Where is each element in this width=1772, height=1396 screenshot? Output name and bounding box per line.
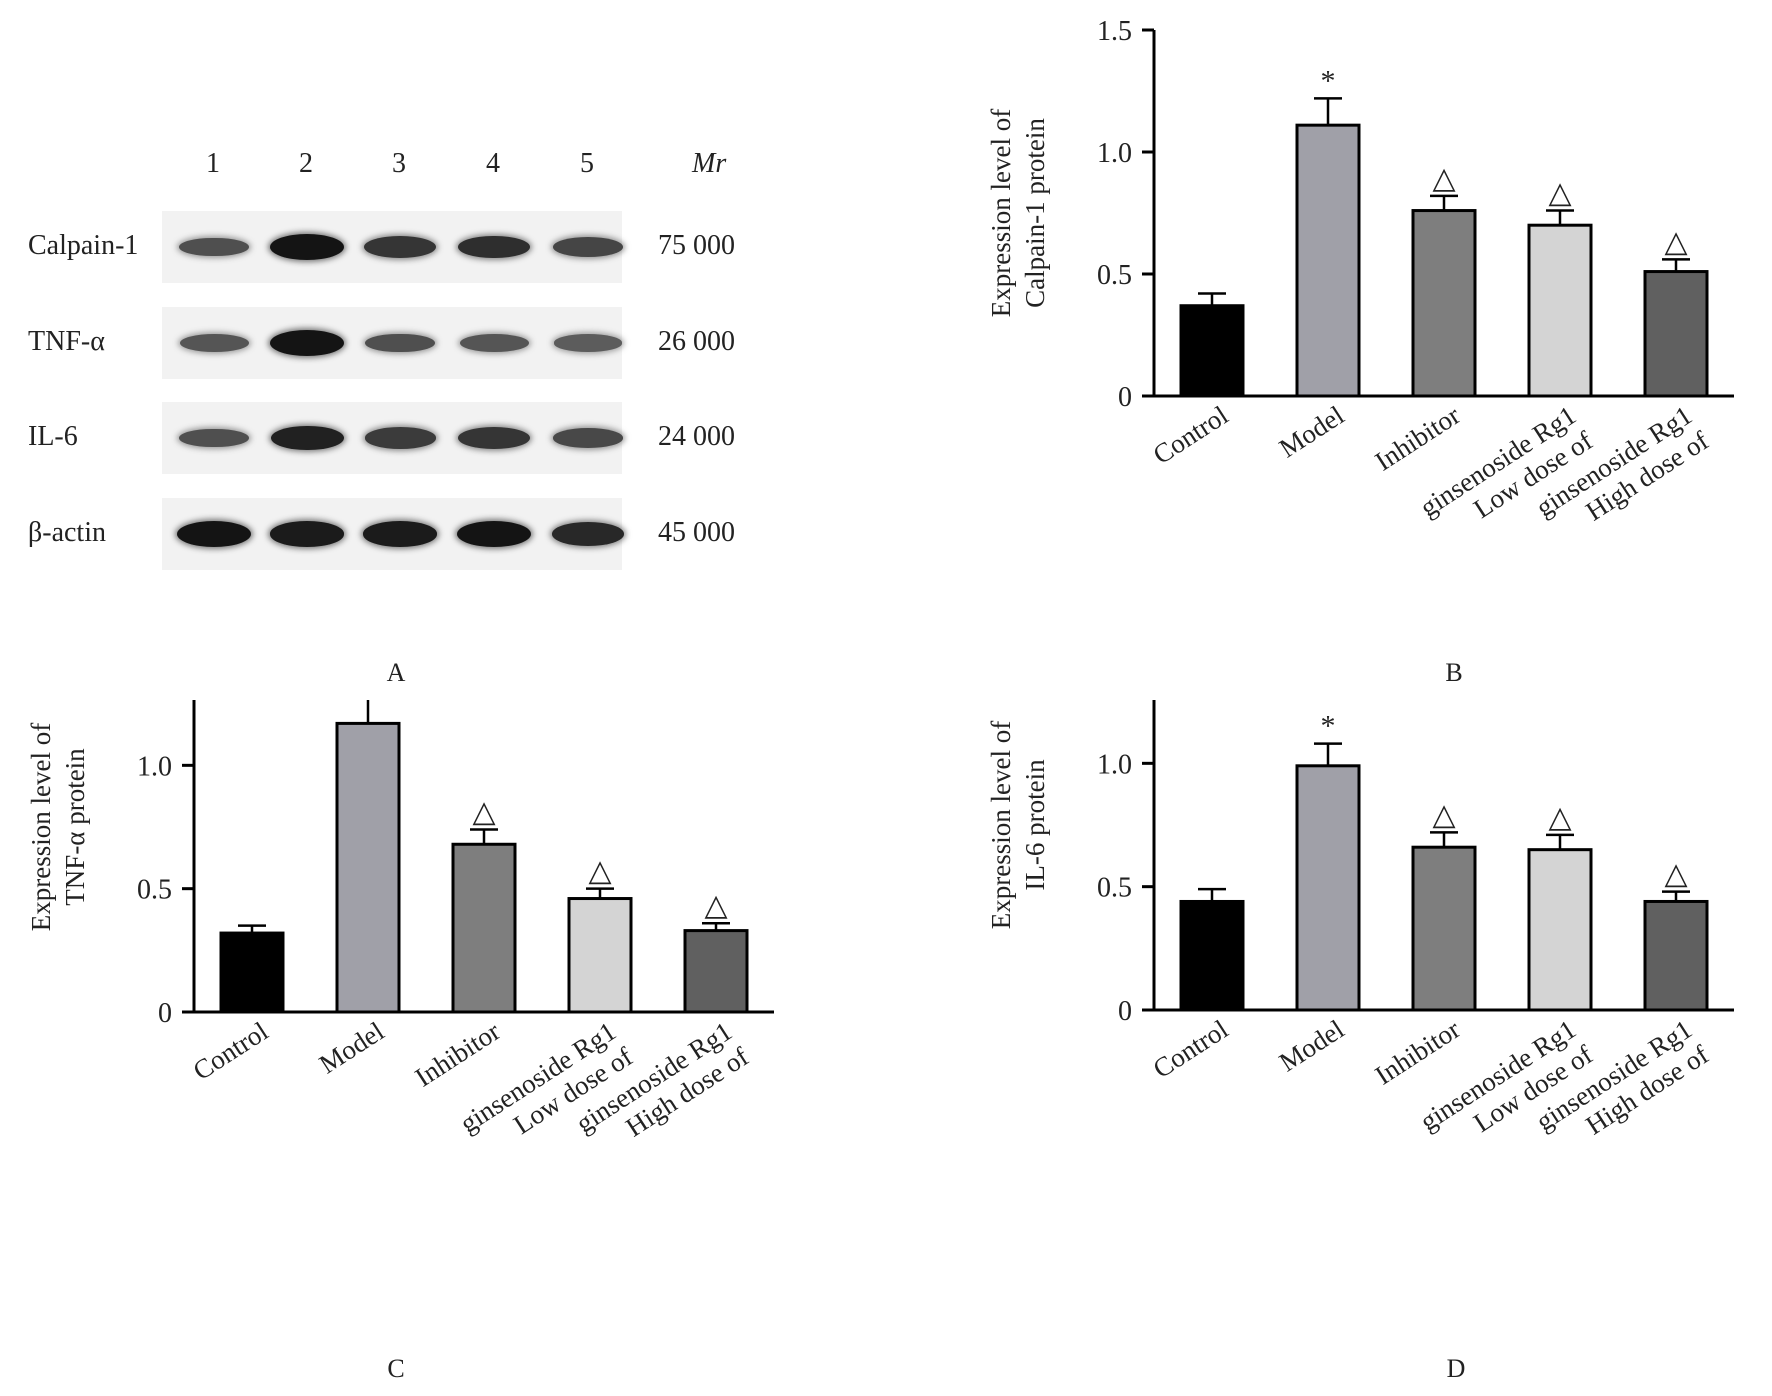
blot-band — [458, 427, 530, 449]
y-tick-label: 0 — [1118, 382, 1132, 413]
y-axis-label: IL-6 protein — [1020, 759, 1050, 891]
molecular-weight: 75 000 — [658, 230, 735, 261]
blot-band — [363, 521, 437, 547]
significance-marker: △ — [588, 855, 611, 888]
significance-marker: △ — [704, 889, 727, 922]
y-tick-label: 0.5 — [1097, 260, 1132, 291]
y-tick-label: 1.0 — [137, 751, 172, 782]
y-tick-label: 0 — [1118, 996, 1132, 1027]
significance-marker: △ — [1664, 225, 1687, 258]
panel-label-d: D — [1446, 1354, 1466, 1383]
protein-name: β-actin — [28, 517, 106, 548]
significance-marker: △ — [1548, 801, 1571, 834]
bar — [335, 721, 401, 1014]
blot-band — [551, 522, 625, 546]
bar — [567, 897, 633, 1014]
y-axis-label: Calpain-1 protein — [1020, 118, 1050, 308]
significance-marker: △ — [1548, 177, 1571, 210]
lane-number: 2 — [299, 148, 313, 179]
significance-marker: △ — [472, 795, 495, 828]
bar — [451, 842, 517, 1014]
panel-label-b: B — [1445, 658, 1463, 687]
panel-label-c: C — [387, 1354, 405, 1383]
protein-name: Calpain-1 — [28, 230, 139, 261]
bar — [1295, 123, 1361, 398]
category-label: Control — [1148, 400, 1234, 470]
bar — [219, 931, 285, 1014]
bar — [1179, 304, 1245, 398]
bar — [683, 929, 749, 1014]
protein-name: TNF-α — [28, 326, 105, 357]
blot-band — [179, 334, 249, 352]
blot-band — [365, 333, 435, 353]
blot-band — [364, 427, 436, 449]
y-axis-label: Expression level of — [26, 723, 56, 931]
panel-label-a: A — [386, 658, 406, 687]
blot-band — [179, 237, 249, 257]
y-tick-label: 1.5 — [1097, 16, 1132, 47]
category-label: Control — [1148, 1014, 1234, 1084]
category-label: Inhibitor — [1370, 1014, 1466, 1091]
blot-band — [270, 521, 344, 547]
blot-band — [270, 234, 344, 260]
protein-name: IL-6 — [28, 421, 78, 452]
bar — [1643, 270, 1709, 398]
blot-band — [177, 521, 251, 547]
blot-band — [270, 330, 344, 356]
molecular-weight: 26 000 — [658, 326, 735, 357]
lane-number: 4 — [486, 148, 500, 179]
bar — [1179, 899, 1245, 1012]
blot-band — [459, 334, 529, 352]
y-axis-label: Expression level of — [986, 109, 1016, 317]
significance-marker: * — [1321, 64, 1336, 97]
blot-band — [457, 521, 531, 547]
significance-marker: △ — [1432, 798, 1455, 831]
category-label: Model — [314, 1016, 389, 1080]
bar — [1295, 764, 1361, 1012]
blot-band — [364, 236, 436, 258]
lane-number: 3 — [392, 148, 406, 179]
y-axis-label: TNF-α protein — [60, 748, 90, 906]
molecular-weight: 24 000 — [658, 421, 735, 452]
y-tick-label: 1.0 — [1097, 749, 1132, 780]
y-tick-label: 0.5 — [137, 875, 172, 906]
y-axis-label: Expression level of — [986, 721, 1016, 929]
category-label: Inhibitor — [1370, 400, 1466, 477]
category-label: Inhibitor — [410, 1016, 506, 1093]
bar — [1643, 899, 1709, 1012]
molecular-weight: 45 000 — [658, 517, 735, 548]
significance-marker: △ — [1432, 162, 1455, 195]
blot-band — [553, 428, 623, 448]
category-label: Model — [1274, 400, 1349, 464]
lane-number: 1 — [206, 148, 220, 179]
mr-header: Mr — [692, 148, 727, 179]
y-tick-label: 0 — [158, 998, 172, 1029]
blot-band — [553, 334, 623, 352]
blot-band — [458, 235, 530, 259]
blot-band — [179, 428, 249, 448]
bar — [1411, 209, 1477, 398]
bar — [1411, 845, 1477, 1012]
category-label: Control — [188, 1016, 274, 1086]
y-tick-label: 0.5 — [1097, 873, 1132, 904]
category-label: Model — [1274, 1014, 1349, 1078]
calpain-chart: 0 0.5 1.0 1.5 Expression level of Calpain-1 p… — [986, 16, 1734, 527]
blot-band — [270, 425, 344, 451]
significance-marker: △ — [1664, 858, 1687, 891]
y-tick-label: 1.0 — [1097, 138, 1132, 169]
bar — [1527, 848, 1593, 1012]
bar — [1527, 223, 1593, 398]
blot-band — [552, 237, 624, 257]
lane-number: 5 — [580, 148, 594, 179]
significance-marker: * — [1321, 710, 1336, 743]
